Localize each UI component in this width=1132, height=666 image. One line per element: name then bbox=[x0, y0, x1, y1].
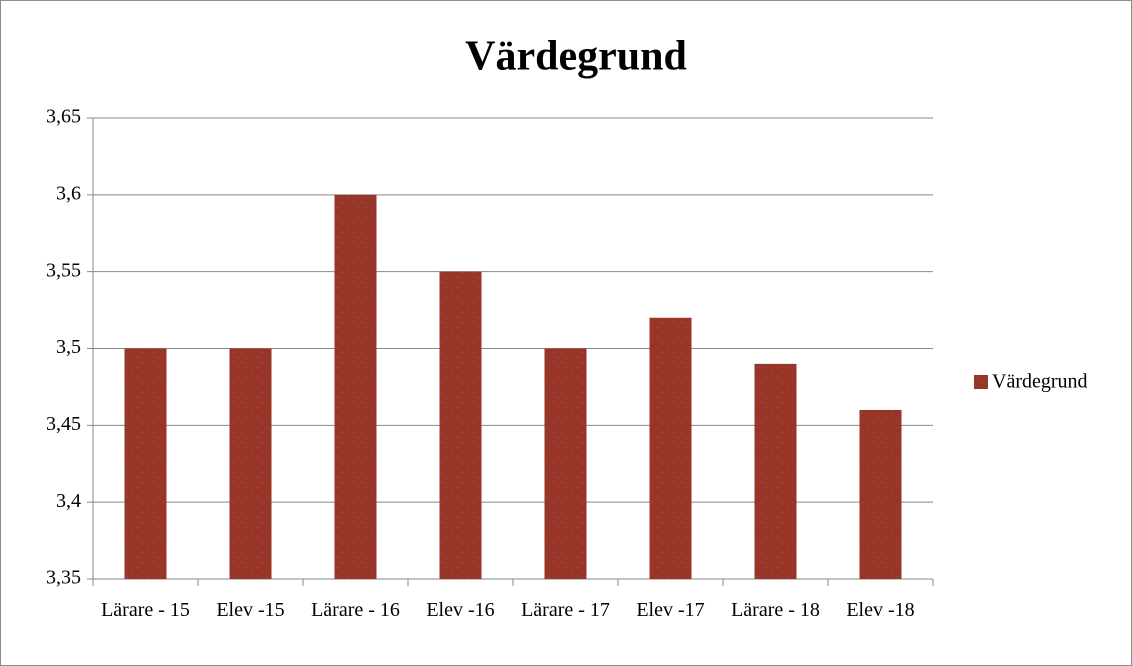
y-tick-label: 3,35 bbox=[46, 567, 81, 589]
bar bbox=[754, 363, 797, 579]
bar bbox=[334, 194, 377, 580]
bar bbox=[229, 348, 272, 579]
x-tick-label: Elev -17 bbox=[636, 599, 705, 621]
y-tick-label: 3,4 bbox=[56, 490, 81, 512]
chart-title: Värdegrund bbox=[465, 34, 687, 80]
x-tick-label: Lärare - 18 bbox=[731, 599, 820, 621]
bar bbox=[859, 409, 902, 579]
x-tick-label: Elev -16 bbox=[426, 599, 495, 621]
y-tick-label: 3,6 bbox=[56, 182, 81, 204]
y-tick-label: 3,5 bbox=[56, 336, 81, 358]
y-tick-label: 3,45 bbox=[46, 413, 81, 435]
x-tick-label: Lärare - 16 bbox=[311, 599, 400, 621]
bar bbox=[124, 348, 167, 579]
x-tick-label: Lärare - 15 bbox=[101, 599, 190, 621]
x-tick-label: Elev -18 bbox=[846, 599, 915, 621]
bar bbox=[649, 317, 692, 579]
bar bbox=[439, 271, 482, 579]
bar bbox=[544, 348, 587, 579]
x-tick-label: Lärare - 17 bbox=[521, 599, 610, 621]
legend-label: Värdegrund bbox=[992, 371, 1088, 393]
legend-swatch bbox=[974, 375, 988, 389]
y-tick-label: 3,65 bbox=[46, 106, 81, 128]
x-tick-label: Elev -15 bbox=[216, 599, 285, 621]
y-tick-label: 3,55 bbox=[46, 259, 81, 281]
